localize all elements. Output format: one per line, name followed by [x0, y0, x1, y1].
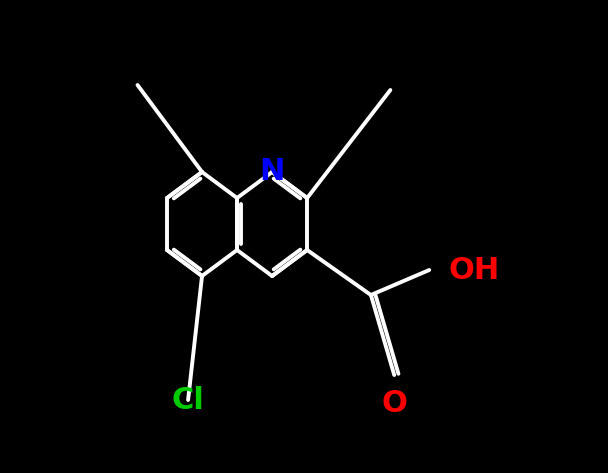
Text: Cl: Cl — [171, 385, 204, 414]
Text: O: O — [381, 389, 407, 418]
Text: OH: OH — [448, 255, 499, 284]
Text: N: N — [260, 158, 285, 186]
